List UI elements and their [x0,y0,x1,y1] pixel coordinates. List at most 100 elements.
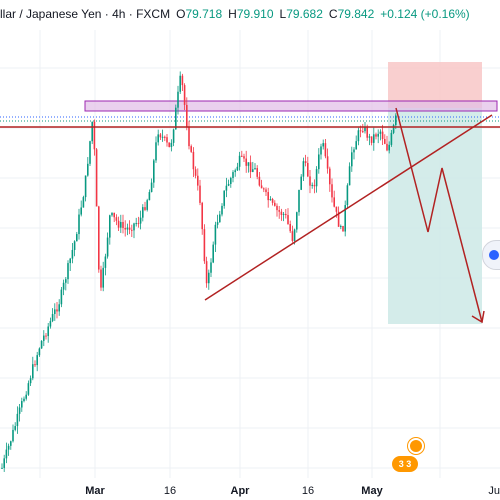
candle-body [32,364,34,379]
close-label: C [328,7,338,21]
candle-body [214,224,217,245]
candle-body [91,121,93,142]
candle-body [93,121,96,150]
x-axis: Mar 16 Apr 16 May Ju [85,485,500,497]
candle-body [252,169,254,173]
candle-body [56,309,58,312]
arrow-right-icon [489,250,499,260]
candle-body [351,152,353,167]
low-value: 79.682 [286,7,323,21]
candle-body [54,309,56,315]
candle-body [71,249,74,259]
candle-body [36,355,38,366]
x-tick-16b: 16 [302,485,314,497]
high-value: 79.910 [236,7,274,21]
candle-body [320,146,322,155]
candle-body [388,144,390,151]
candle-body [126,227,129,230]
candle-body [223,190,225,206]
candle-body [256,168,258,177]
change-value: +0.124 (+0.16%) [380,7,470,21]
candle-body [60,289,63,305]
candle-body [150,182,153,193]
candles [1,71,397,472]
stop-loss-zone[interactable] [388,62,482,108]
candle-body [329,168,331,185]
candle-body [390,132,393,145]
candle-body [159,134,162,138]
take-profit-zone[interactable] [388,108,482,324]
symbol-title: llar / Japanese Yen · 4h · FXCM [0,7,171,21]
candle-body [153,160,155,183]
candle-body [289,223,291,232]
candle-body [1,467,3,469]
candle-body [392,125,395,133]
candle-body [307,162,309,177]
candle-body [274,202,276,206]
candle-body [324,143,327,157]
candle-body [296,212,298,230]
candle-body [7,445,10,450]
candle-body [131,229,133,231]
chart-header: llar / Japanese Yen · 4h · FXCM O 79.718 … [0,3,470,25]
candle-body [192,151,195,170]
candle-body [241,155,243,157]
candle-body [183,85,186,105]
projected-path[interactable] [395,107,483,323]
candle-body [282,213,285,215]
candle-body [381,131,384,140]
event-dot-icon [408,438,424,454]
candle-body [144,207,146,210]
supply-zone[interactable] [84,100,498,112]
candle-body [78,214,80,235]
candle-body [384,139,386,144]
candle-body [335,206,338,212]
candle-body [120,222,122,228]
candle-body [104,256,107,268]
candle-body [146,200,148,210]
candle-body [357,130,360,142]
candle-body [148,192,151,201]
candle-body [300,176,302,190]
candle-body [65,279,67,283]
ascending-trendline[interactable] [204,114,493,301]
candle-body [326,156,329,169]
candle-body [188,127,190,147]
x-tick-apr: Apr [231,485,251,497]
candle-body [249,162,252,173]
open-value: 79.718 [185,7,223,21]
candle-body [122,222,124,228]
candle-body [25,394,27,399]
candle-body [254,168,256,170]
candle-body [51,314,54,322]
candle-body [234,170,236,173]
candle-body [364,127,366,132]
candle-body [128,227,131,230]
candle-body [14,426,16,430]
candle-body [175,107,177,130]
candle-body [43,335,45,341]
candle-body [5,449,8,459]
x-tick-16a: 16 [164,485,176,497]
candle-body [89,141,91,164]
candle-body [373,134,375,143]
candle-body [10,441,12,446]
candle-body [124,227,126,230]
candle-body [87,163,89,176]
candle-body [245,158,247,166]
high-label: H [228,7,237,21]
candle-body [113,212,115,218]
candle-body [243,156,245,159]
candle-body [342,225,344,232]
candle-body [346,185,349,206]
candle-body [100,269,102,288]
candle-body [263,188,265,190]
events-badge[interactable]: 3 3 [392,438,424,474]
candle-body [111,212,113,216]
candle-body [95,149,98,207]
open-label: O [176,7,186,21]
candle-body [117,220,120,228]
candle-body [304,161,307,163]
events-count: 3 3 [392,456,418,472]
